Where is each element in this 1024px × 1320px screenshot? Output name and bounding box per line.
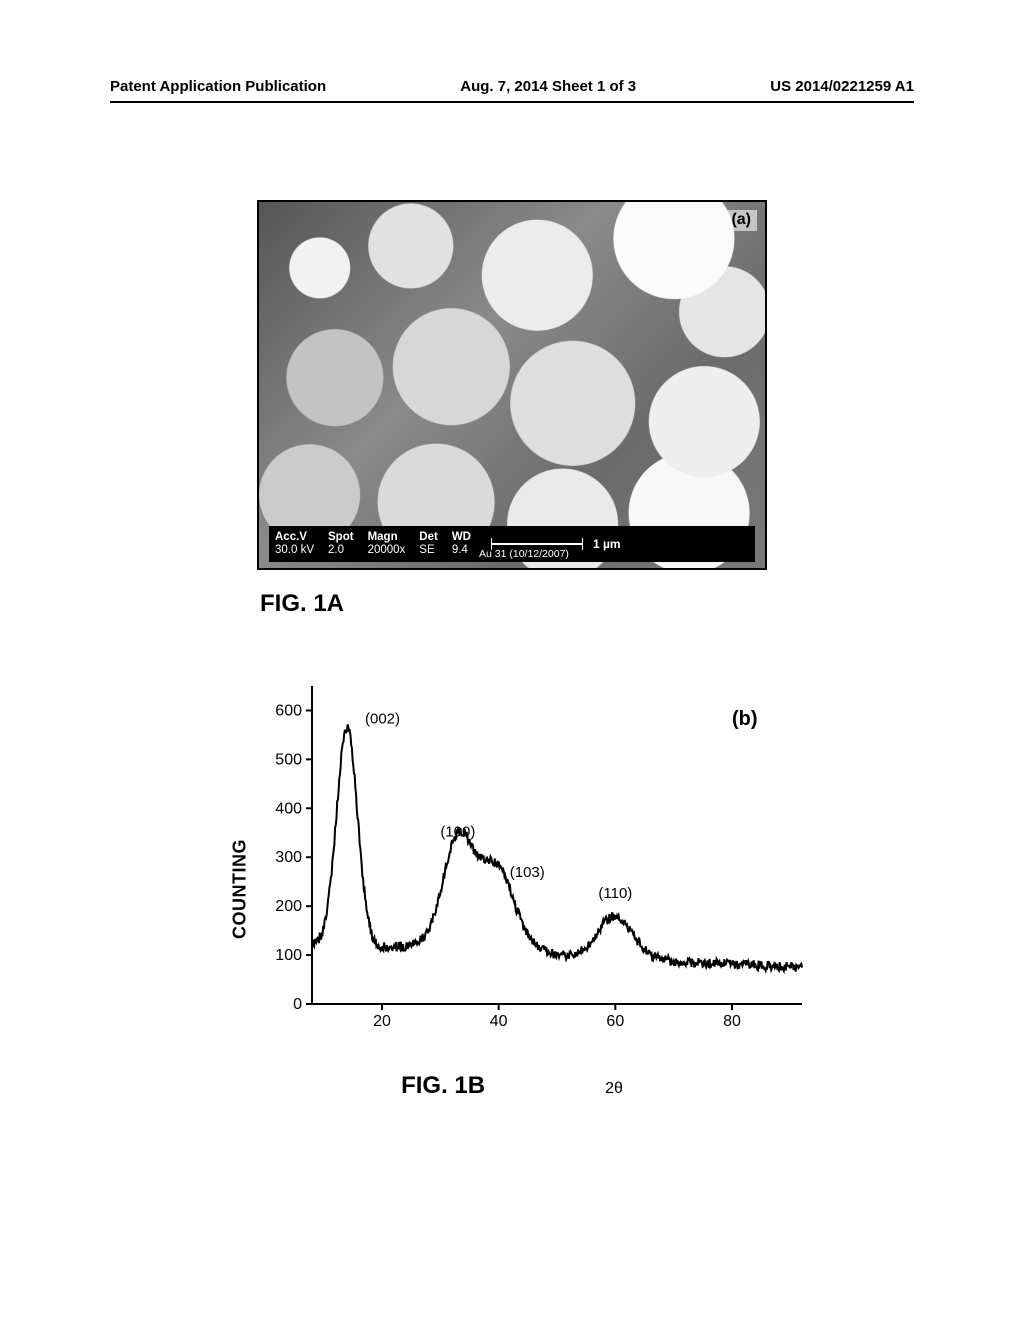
fig-1a-label: FIG. 1A [260,590,914,618]
header-left: Patent Application Publication [110,78,326,95]
fig-1b: COUNTING 0 100 200 300 400 500 600 20 40 60 80 (002… [212,678,812,1100]
svg-text:(100): (100) [440,823,475,840]
svg-text:100: 100 [275,947,302,964]
fig-1a-inset-label: (a) [725,210,757,231]
chart-ylabel: COUNTING [230,839,251,939]
header-right: US 2014/0221259 A1 [770,78,914,95]
xrd-svg: 0 100 200 300 400 500 600 20 40 60 80 (002) (100) (10… [252,678,812,1068]
sem-magn: Magn 20000x [368,531,406,557]
sem-info-bar: Acc.V 30.0 kV Spot 2.0 Magn 20000x Det S… [269,526,755,562]
fig-1b-label: FIG. 1B [401,1072,485,1100]
sem-scale-label: 1 µm [593,537,621,551]
svg-text:40: 40 [490,1013,508,1030]
sem-micrograph: (a) Acc.V 30.0 kV Spot 2.0 Magn 20000x D… [257,200,767,570]
page-content: (a) Acc.V 30.0 kV Spot 2.0 Magn 20000x D… [0,170,1024,1100]
header-center: Aug. 7, 2014 Sheet 1 of 3 [460,78,636,95]
sem-accv: Acc.V 30.0 kV [275,531,314,557]
sem-wd: WD 9.4 [452,531,471,557]
svg-text:(110): (110) [598,885,632,902]
sem-spot: Spot 2.0 [328,531,354,557]
fig-1b-caption-row: FIG. 1B 2θ [212,1072,812,1100]
svg-text:80: 80 [723,1013,741,1030]
svg-text:(103): (103) [510,864,545,881]
svg-text:60: 60 [606,1013,624,1030]
svg-text:0: 0 [293,996,302,1013]
svg-text:(b): (b) [732,708,758,730]
svg-text:200: 200 [275,898,302,915]
fig-1a: (a) Acc.V 30.0 kV Spot 2.0 Magn 20000x D… [257,200,767,570]
sem-sample-id: Au 31 (10/12/2007) [479,548,569,560]
svg-text:600: 600 [275,702,302,719]
xrd-chart: 0 100 200 300 400 500 600 20 40 60 80 (002) (100) (10… [252,678,812,1068]
svg-text:300: 300 [275,849,302,866]
sem-det: Det SE [419,531,438,557]
page-header: Patent Application Publication Aug. 7, 2… [0,78,1024,103]
svg-text:500: 500 [275,751,302,768]
chart-xlabel: 2θ [605,1080,623,1098]
header-rule [110,101,914,103]
svg-text:400: 400 [275,800,302,817]
svg-text:20: 20 [373,1013,391,1030]
svg-text:(002): (002) [365,711,400,728]
